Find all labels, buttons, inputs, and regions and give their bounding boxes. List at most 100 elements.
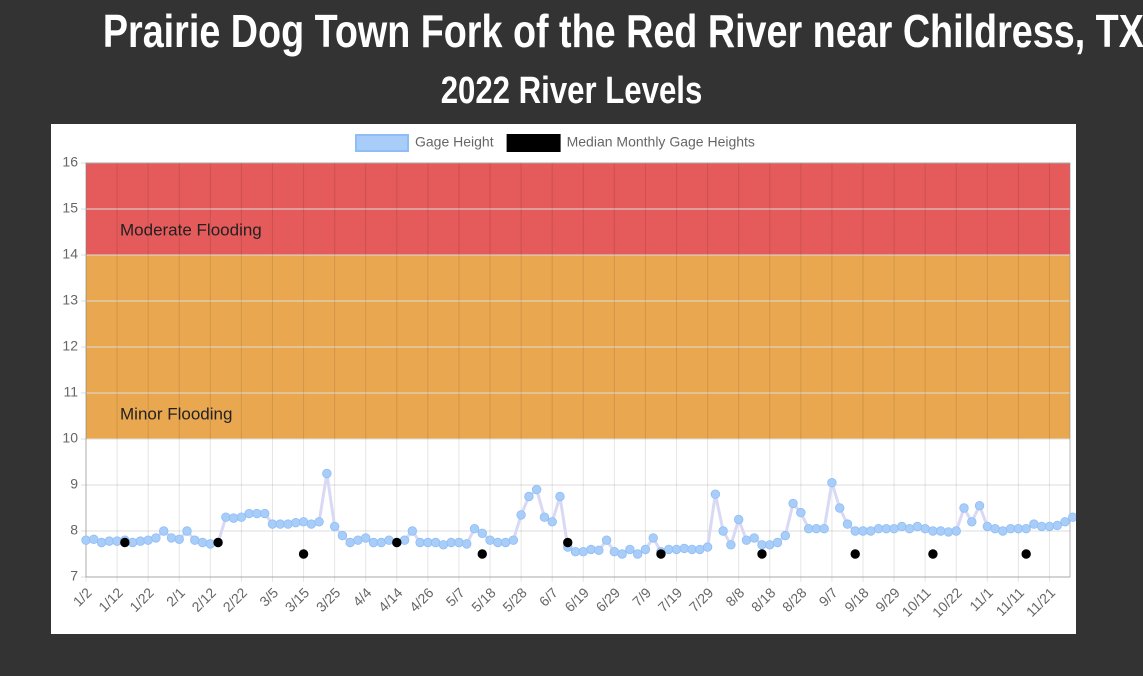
gage-point	[788, 498, 798, 509]
gage-point	[648, 533, 658, 543]
x-tick-label: 1/2	[70, 584, 95, 609]
y-tick-label: 10	[62, 430, 78, 446]
legend-label: Gage Height	[415, 134, 494, 150]
gage-point	[314, 517, 324, 527]
gage-point	[640, 544, 651, 555]
gage-point	[796, 507, 806, 518]
x-tick-label: 8/28	[779, 584, 810, 615]
gage-point	[104, 536, 115, 546]
gage-point	[617, 549, 627, 559]
gage-point	[291, 518, 301, 528]
gage-point	[361, 533, 371, 543]
x-tick-label: 10/22	[929, 584, 965, 620]
band-label: Moderate Flooding	[120, 220, 262, 239]
gage-point	[368, 537, 379, 548]
gage-point	[1029, 519, 1039, 529]
gage-point	[904, 524, 915, 534]
gage-point	[454, 537, 464, 548]
gage-point	[811, 524, 822, 534]
legend-swatch	[355, 134, 409, 152]
gage-point	[974, 501, 985, 511]
gage-point	[586, 544, 596, 555]
y-tick-label: 14	[62, 246, 78, 262]
median-point	[392, 537, 402, 548]
gage-point	[1052, 520, 1062, 531]
median-point	[928, 549, 938, 559]
gage-point	[702, 542, 713, 552]
gage-point	[244, 508, 254, 519]
gage-point	[524, 491, 534, 502]
x-tick-label: 4/26	[406, 584, 437, 615]
gage-point	[516, 510, 526, 520]
y-tick-label: 7	[70, 568, 78, 584]
gage-point	[733, 514, 744, 525]
x-tick-label: 6/29	[593, 584, 624, 615]
gage-point	[897, 521, 907, 532]
gage-point	[1044, 521, 1055, 532]
gage-point	[664, 544, 674, 555]
gage-point	[749, 533, 759, 543]
median-point	[213, 537, 223, 548]
gage-point	[834, 503, 845, 513]
y-tick-label: 13	[62, 292, 78, 308]
gage-point	[306, 519, 317, 529]
gage-point	[112, 536, 122, 546]
gage-point	[547, 517, 557, 527]
gage-point	[912, 521, 923, 532]
gage-point	[842, 519, 853, 529]
gage-point	[687, 544, 697, 555]
gage-point	[967, 517, 977, 527]
x-tick-label: 2/12	[188, 584, 219, 615]
gage-point	[936, 526, 946, 536]
gage-point	[236, 512, 247, 522]
gage-point	[998, 526, 1008, 536]
gage-point	[889, 524, 899, 534]
gage-point	[197, 537, 208, 548]
gage-point	[710, 489, 721, 499]
x-tick-label: 7/9	[629, 584, 654, 609]
gage-point	[726, 540, 736, 550]
x-tick-label: 5/28	[499, 584, 530, 615]
median-point	[656, 549, 666, 559]
x-tick-label: 4/4	[349, 584, 374, 609]
gage-point	[959, 503, 969, 513]
gage-point	[858, 526, 868, 536]
gage-point	[671, 544, 682, 555]
gage-point	[322, 468, 332, 479]
gage-point	[1005, 524, 1016, 534]
gage-point	[1021, 524, 1031, 534]
y-tick-label: 12	[62, 338, 78, 354]
gage-point	[757, 540, 767, 550]
gage-point	[283, 519, 293, 529]
gage-point	[679, 543, 689, 554]
gage-point	[81, 535, 91, 545]
gage-point	[881, 524, 892, 534]
chart: Minor Flooding Moderate Flooding 7 8 9 10 11 12…	[51, 124, 1076, 634]
gage-point	[135, 536, 146, 546]
gage-point	[399, 535, 410, 545]
gage-point	[982, 521, 993, 532]
gage-point	[765, 540, 775, 550]
gage-point	[407, 526, 418, 536]
gage-point	[438, 540, 449, 550]
x-tick-label: 8/18	[748, 584, 779, 615]
gage-point	[632, 549, 643, 559]
gage-point	[267, 519, 278, 529]
gage-point	[493, 537, 503, 548]
chart-title: Prairie Dog Town Fork of the Red River n…	[102, 5, 1143, 57]
gage-point	[508, 535, 519, 545]
x-tick-label: 11/11	[993, 584, 1028, 619]
gage-point	[1013, 524, 1024, 534]
gage-point	[415, 537, 425, 548]
gage-point	[89, 534, 99, 544]
gage-point	[275, 519, 285, 529]
median-point	[477, 549, 487, 559]
x-tick-label: 7/19	[655, 584, 686, 615]
gage-point	[803, 524, 814, 534]
gage-point	[531, 484, 542, 495]
x-tick-label: 3/15	[282, 584, 313, 615]
x-tick-label: 2/22	[220, 584, 251, 615]
gage-point	[345, 537, 355, 548]
gage-point	[943, 527, 954, 537]
gage-point	[221, 512, 231, 522]
